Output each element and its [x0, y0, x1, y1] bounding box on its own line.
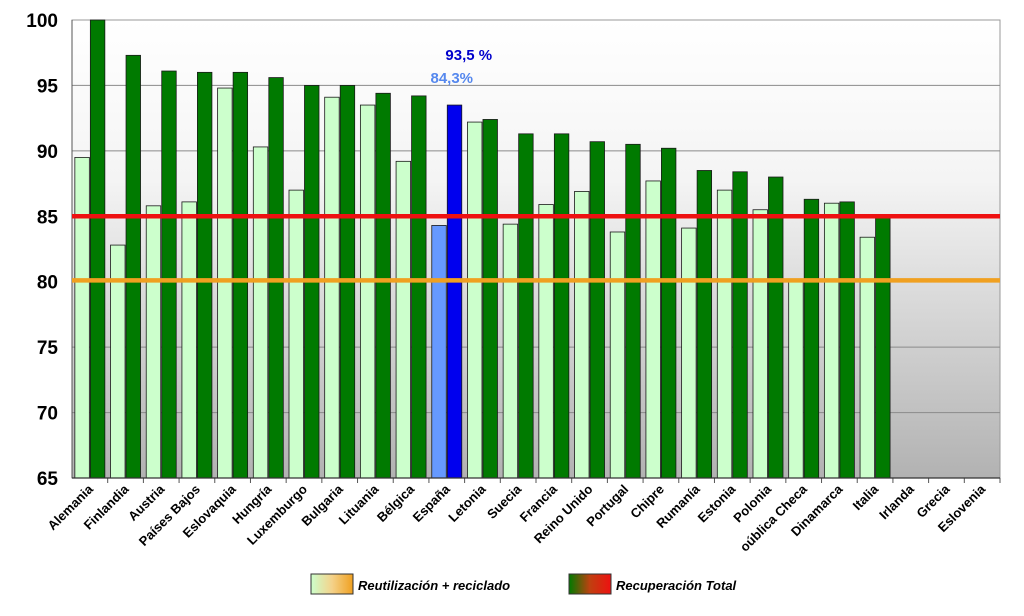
annotation-reutilizacion-espana: 84,3%	[430, 70, 473, 87]
bar-reutilizacion	[359, 104, 376, 479]
bar-reutilizacion	[859, 236, 875, 479]
y-tick-label: 90	[37, 142, 58, 163]
bar-recuperacion	[661, 147, 677, 479]
bar-reutilizacion	[217, 87, 233, 479]
x-tick-label: Irlanda	[876, 481, 917, 522]
bar-reutilizacion	[752, 209, 768, 479]
y-tick-label: 95	[37, 76, 59, 97]
bar-recuperacion	[875, 217, 891, 479]
y-tick-label: 65	[37, 469, 59, 490]
legend: Reutilización + reciclado Recuperación T…	[310, 573, 737, 595]
bar-recuperacion	[553, 133, 570, 479]
y-tick-label: 75	[37, 338, 59, 359]
x-tick-label: España	[410, 481, 454, 525]
bar-recuperacion	[161, 70, 177, 479]
bar-recuperacion	[375, 92, 391, 479]
bar-recuperacion	[518, 133, 534, 479]
annotation-recuperacion-espana: 93,5 %	[445, 47, 492, 64]
legend-swatch-recuperacion	[568, 573, 612, 595]
bar-recuperacion	[197, 71, 213, 479]
bar-reutilizacion	[252, 146, 269, 479]
x-tick-label: Bélgica	[374, 481, 418, 525]
bar-reutilizacion	[288, 189, 304, 479]
y-tick-label: 100	[26, 11, 58, 32]
y-tick-label: 70	[37, 404, 58, 425]
bar-reutilizacion	[645, 180, 661, 479]
bar-recuperacion	[411, 95, 427, 479]
bar-reutilizacion	[609, 231, 626, 479]
bar-reutilizacion	[716, 189, 733, 479]
bar-recuperacion	[768, 176, 784, 479]
bar-reutilizacion	[74, 156, 90, 479]
bar-reutilizacion	[502, 223, 519, 479]
bar-reutilizacion	[431, 225, 447, 479]
bar-recuperacion	[125, 54, 141, 479]
bar-reutilizacion	[145, 205, 162, 479]
legend-swatch-reutilizacion	[310, 573, 354, 595]
bar-recuperacion	[482, 119, 498, 479]
bar-reutilizacion	[788, 281, 804, 479]
bar-recuperacion	[446, 104, 463, 479]
x-tick-label: Italia	[850, 481, 882, 513]
bar-recuperacion	[589, 141, 605, 479]
bar-recuperacion	[232, 71, 249, 479]
y-axis: 100 95 90 85 80 75 70 65	[26, 11, 73, 490]
bar-reutilizacion	[324, 96, 340, 479]
annotations: 93,5 % 84,3%	[430, 47, 492, 87]
reference-lines	[72, 214, 1000, 283]
x-tick-label: Estonia	[695, 481, 739, 525]
bar-reutilizacion	[823, 202, 840, 479]
bar-recuperacion	[268, 77, 284, 479]
bar-reutilizacion	[181, 201, 197, 479]
x-tick-label: Letonia	[445, 481, 489, 525]
bar-reutilizacion	[538, 204, 554, 479]
x-tick-label: Lituania	[336, 481, 382, 527]
bar-recuperacion	[89, 19, 106, 479]
y-tick-label: 85	[37, 207, 59, 228]
bar-recuperacion	[803, 198, 820, 479]
bar-reutilizacion	[681, 227, 697, 479]
bar-recuperacion	[625, 143, 641, 479]
bar-reutilizacion	[395, 160, 411, 479]
bar-recuperacion	[839, 201, 855, 479]
bar-reutilizacion	[467, 121, 483, 479]
legend-label-reutilizacion: Reutilización + reciclado	[358, 578, 510, 593]
bars	[74, 19, 891, 479]
legend-label-recuperacion: Recuperación Total	[616, 578, 737, 593]
bar-reutilizacion	[574, 191, 590, 479]
y-tick-label: 80	[37, 273, 58, 294]
